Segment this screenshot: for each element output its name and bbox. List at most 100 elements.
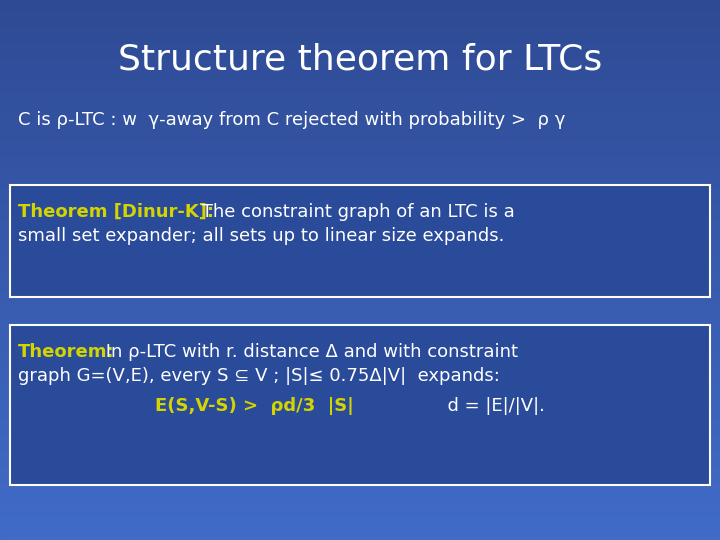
Bar [0, 200, 720, 202]
Bar [0, 448, 720, 451]
Bar [0, 14, 720, 16]
Bar [0, 446, 720, 448]
Bar [0, 43, 720, 46]
Bar [0, 68, 720, 70]
Bar [0, 386, 720, 389]
Bar [0, 211, 720, 213]
Bar [0, 130, 720, 132]
Bar [0, 367, 720, 370]
Bar [0, 273, 720, 275]
Bar [0, 135, 720, 138]
Bar [0, 216, 720, 219]
Bar [0, 418, 720, 421]
Bar [0, 146, 720, 148]
Bar [0, 524, 720, 526]
Bar [0, 378, 720, 381]
Bar [0, 240, 720, 243]
Bar [0, 32, 720, 35]
Bar [0, 19, 720, 22]
Bar [0, 327, 720, 329]
Bar [0, 346, 720, 348]
Bar [0, 181, 720, 184]
Text: E(S,V-S) >  ρd/3  |S|: E(S,V-S) > ρd/3 |S| [155, 397, 354, 415]
Text: Theorem [Dinur-K]:: Theorem [Dinur-K]: [18, 203, 214, 221]
Bar [0, 27, 720, 30]
Text: Structure theorem for LTCs: Structure theorem for LTCs [118, 43, 602, 77]
Bar [0, 194, 720, 197]
Bar [0, 111, 720, 113]
Bar [0, 243, 720, 246]
Bar [0, 275, 720, 278]
Bar [0, 138, 720, 140]
Bar [0, 316, 720, 319]
Bar [0, 451, 720, 454]
Bar [0, 246, 720, 248]
Bar [0, 440, 720, 443]
Bar [0, 383, 720, 386]
Bar [10, 185, 710, 297]
Bar [0, 38, 720, 40]
Text: graph G=(V,E), every S ⊆ V ; |S|≤ 0.75Δ|V|  expands:: graph G=(V,E), every S ⊆ V ; |S|≤ 0.75Δ|… [18, 367, 500, 385]
Bar [0, 157, 720, 159]
Bar [0, 205, 720, 208]
Bar [0, 410, 720, 413]
Bar [0, 478, 720, 481]
Bar [0, 292, 720, 294]
Bar [0, 313, 720, 316]
Bar [0, 162, 720, 165]
Bar [0, 278, 720, 281]
Bar [0, 338, 720, 340]
Bar [0, 76, 720, 78]
Bar [0, 265, 720, 267]
Bar [0, 486, 720, 489]
Bar [0, 235, 720, 238]
Bar [0, 49, 720, 51]
Bar [0, 424, 720, 427]
Bar [0, 516, 720, 518]
Text: Theorem:: Theorem: [18, 343, 114, 361]
Bar [0, 362, 720, 364]
Bar [0, 192, 720, 194]
Bar [0, 224, 720, 227]
Bar [0, 335, 720, 338]
Bar [0, 364, 720, 367]
Bar [0, 208, 720, 211]
Bar [0, 186, 720, 189]
Bar [0, 159, 720, 162]
Bar [0, 8, 720, 11]
Bar [0, 472, 720, 475]
Bar [0, 535, 720, 537]
Bar [0, 86, 720, 89]
Bar [0, 437, 720, 440]
Bar [0, 429, 720, 432]
Bar [0, 416, 720, 418]
Bar [0, 351, 720, 354]
Bar [0, 213, 720, 216]
Bar [0, 97, 720, 100]
Bar [0, 46, 720, 49]
Bar [0, 302, 720, 305]
Bar [0, 248, 720, 251]
Bar [0, 24, 720, 27]
Bar [0, 389, 720, 392]
Bar [0, 305, 720, 308]
Bar [0, 202, 720, 205]
Bar [0, 497, 720, 500]
Bar [0, 62, 720, 65]
Bar [0, 405, 720, 408]
Bar [0, 127, 720, 130]
Bar [0, 103, 720, 105]
Bar [0, 408, 720, 410]
Bar [0, 143, 720, 146]
Bar [0, 502, 720, 505]
Bar [0, 289, 720, 292]
Bar [0, 284, 720, 286]
Bar [0, 286, 720, 289]
Bar [0, 92, 720, 94]
Bar [0, 59, 720, 62]
Bar [0, 402, 720, 405]
Bar [0, 526, 720, 529]
Bar [0, 340, 720, 343]
Bar [0, 521, 720, 524]
Bar [0, 456, 720, 459]
